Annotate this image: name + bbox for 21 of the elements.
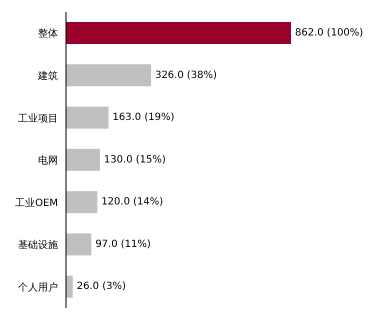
data-label: 120.0 (14%): [101, 196, 164, 208]
data-label: 326.0 (38%): [155, 70, 218, 81]
y-tick-label: 工业项目: [18, 112, 58, 124]
bar: [66, 148, 100, 171]
y-tick-label: 整体: [38, 28, 58, 40]
y-tick-label: 个人用户: [18, 281, 58, 294]
data-label: 130.0 (15%): [104, 154, 166, 166]
bar: [66, 106, 109, 129]
bar: [66, 191, 98, 214]
y-tick-label: 工业OEM: [15, 196, 58, 209]
data-label: 97.0 (11%): [95, 238, 151, 250]
bar: [66, 233, 92, 256]
y-tick-label: 基础设施: [18, 239, 58, 252]
bar: [66, 64, 152, 86]
bar: [66, 22, 291, 44]
data-label: 26.0 (3%): [76, 281, 126, 292]
y-tick-label: 建筑: [37, 70, 58, 82]
y-tick-label: 电网: [38, 154, 58, 167]
data-label: 862.0 (100%): [295, 28, 364, 38]
data-label: 163.0 (19%): [112, 112, 174, 124]
bar: [66, 276, 73, 298]
